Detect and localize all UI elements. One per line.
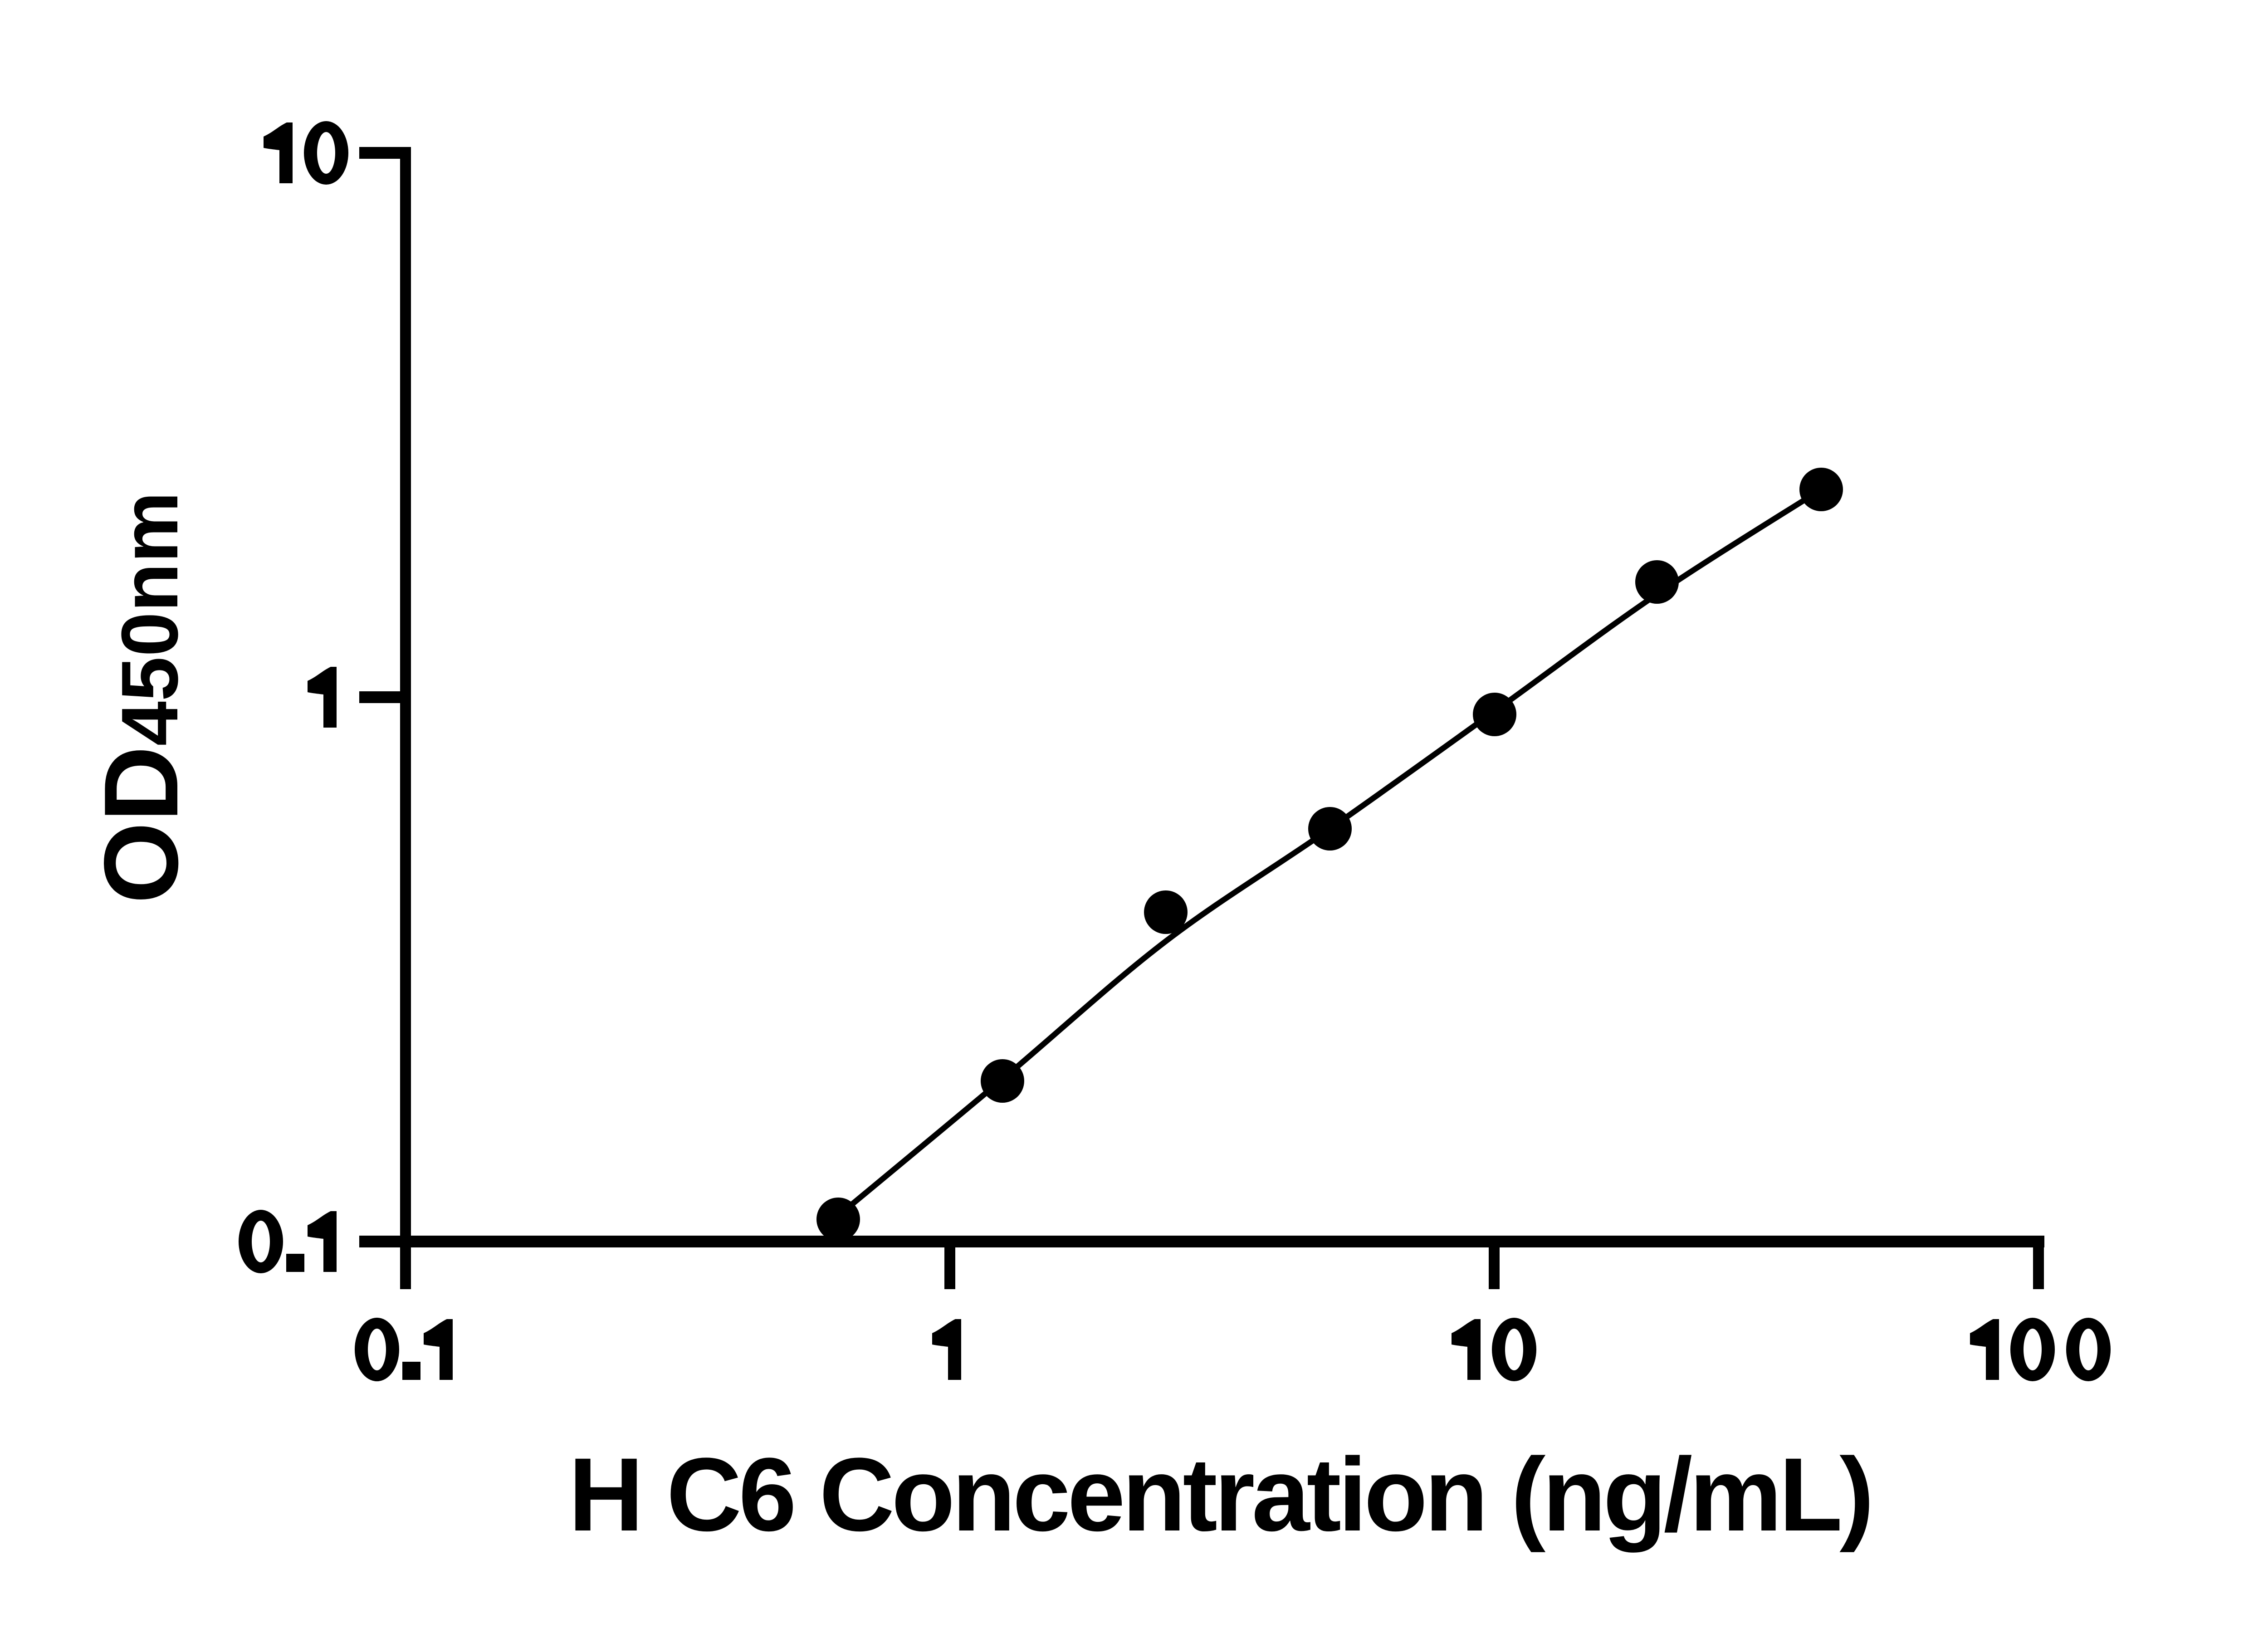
svg-text:H C6 Concentration (ng/mL): H C6 Concentration (ng/mL) (568, 1436, 1871, 1553)
svg-text:OD450nm: OD450nm (83, 492, 200, 904)
